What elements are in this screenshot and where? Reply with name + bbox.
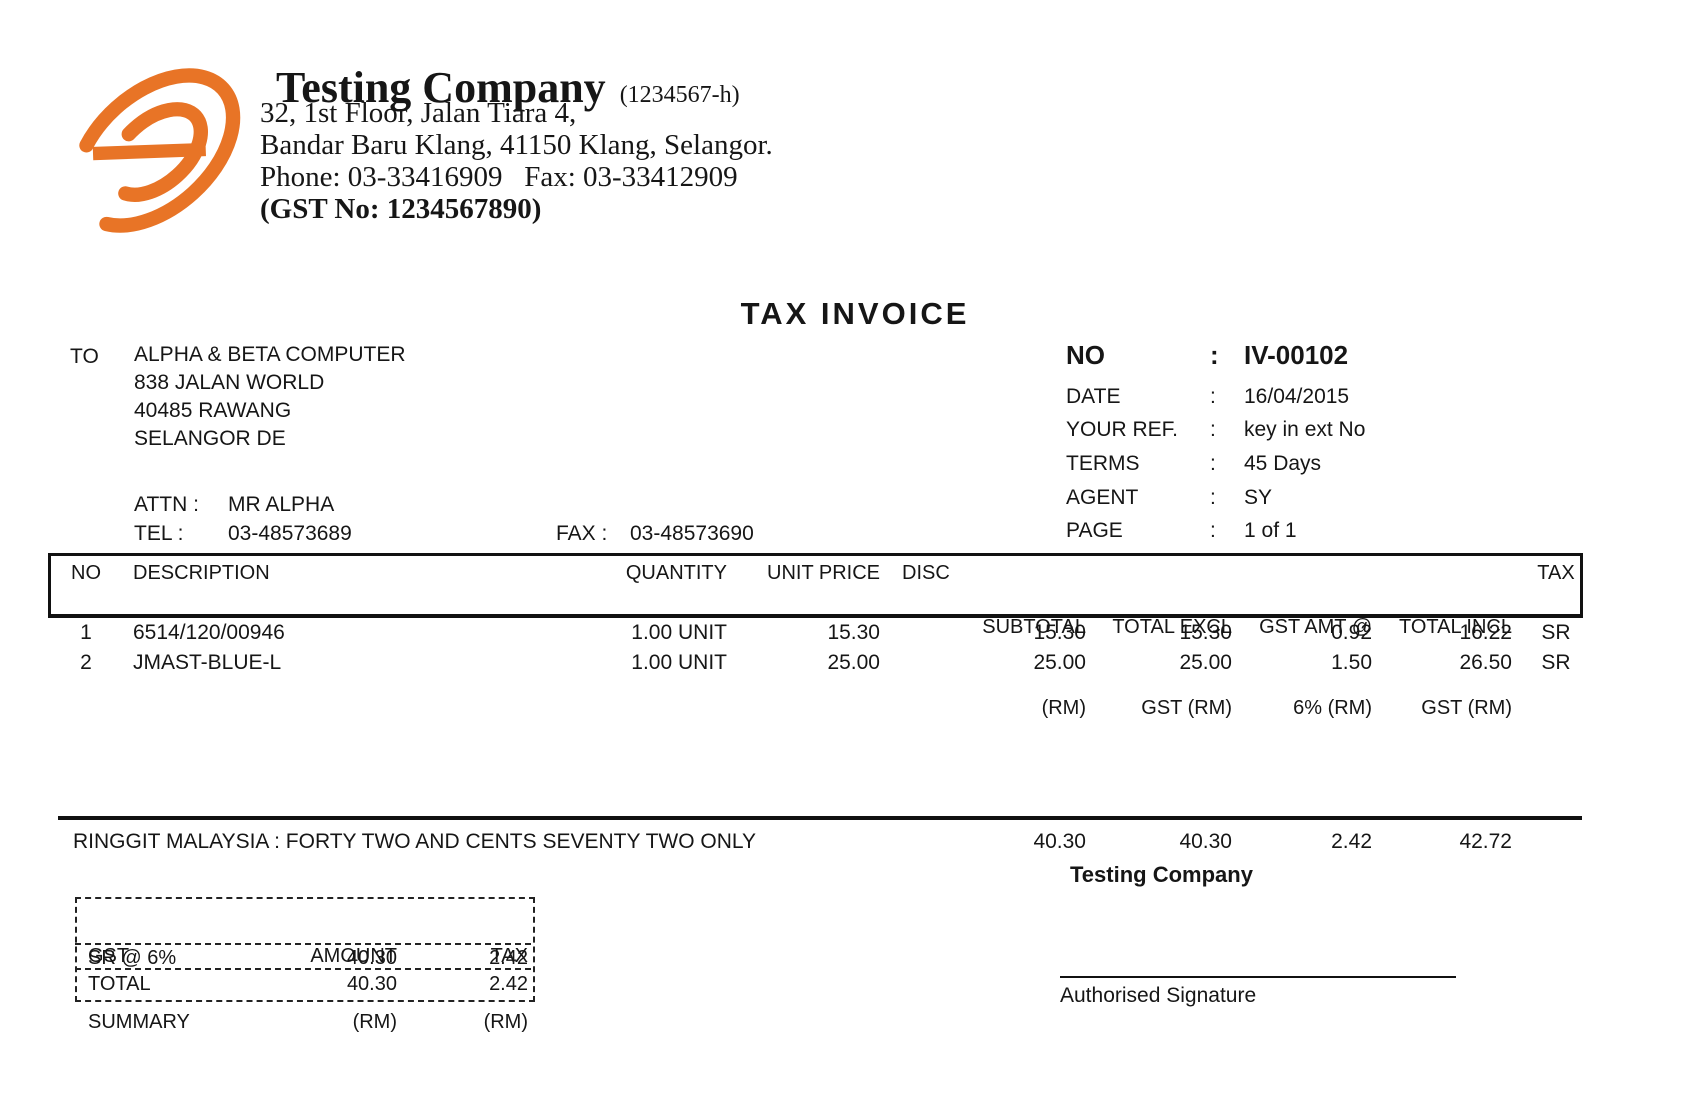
row1-gst-amt: 0.92	[1331, 621, 1372, 644]
page-colon: :	[1210, 519, 1216, 542]
attn-label: ATTN :	[134, 493, 199, 516]
company-gst-number: (GST No: 1234567890)	[260, 193, 542, 225]
agent-value: SY	[1244, 486, 1273, 509]
date-label: DATE	[1066, 385, 1121, 408]
authorised-signature-label: Authorised Signature	[1060, 984, 1257, 1007]
row2-description: JMAST-BLUE-L	[133, 651, 282, 674]
col-header-total-incl-gst: TOTAL INCL GST (RM)	[1399, 616, 1512, 719]
signature-line	[1060, 976, 1456, 978]
amount-in-words: RINGGIT MALAYSIA : FORTY TWO AND CENTS S…	[73, 830, 757, 853]
invoice-no-value: IV-00102	[1244, 340, 1349, 370]
agent-colon: :	[1210, 486, 1216, 509]
col-header-unit-price: UNIT PRICE	[767, 562, 880, 584]
gst-summary-box	[75, 897, 535, 1002]
company-header-line: Testing Company (1234567-h)	[260, 44, 740, 131]
totals-separator-line	[58, 816, 1582, 820]
row1-total-incl: 16.22	[1459, 621, 1512, 644]
gst-summary-separator-1	[75, 943, 531, 945]
company-phone-fax: Phone: 03-33416909 Fax: 03-33412909	[260, 161, 738, 193]
col-header-quantity: QUANTITY	[625, 562, 727, 584]
row2-total-excl: 25.00	[1179, 651, 1232, 674]
your-ref-label: YOUR REF.	[1066, 418, 1179, 441]
customer-address-line3: SELANGOR DE	[134, 427, 286, 450]
row1-no: 1	[80, 621, 92, 644]
agent-label: AGENT	[1066, 486, 1139, 509]
company-address-line2: Bandar Baru Klang, 41150 Klang, Selangor…	[260, 129, 773, 161]
your-ref-colon: :	[1210, 418, 1216, 441]
signature-company-name: Testing Company	[1070, 862, 1253, 887]
date-value: 16/04/2015	[1244, 385, 1350, 408]
to-label: TO	[70, 345, 99, 368]
items-table-header-box	[48, 553, 1583, 618]
gst-summary-header-col2: AMOUNT (RM)	[310, 945, 397, 1033]
company-logo-icon	[68, 68, 241, 233]
company-address-line1: 32, 1st Floor, Jalan Tiara 4,	[260, 97, 577, 129]
customer-address-line1: 838 JALAN WORLD	[134, 371, 325, 394]
row1-unit-price: 15.30	[827, 621, 880, 644]
col-header-no: NO	[71, 562, 101, 584]
col-header-tax: TAX	[1537, 562, 1575, 584]
gst-summary-sr-label: SR @ 6%	[88, 947, 177, 969]
page-value: 1 of 1	[1244, 519, 1297, 542]
company-registration-number: (1234567-h)	[619, 82, 740, 108]
gst-summary-sr-amount: 40.30	[346, 947, 397, 969]
gst-summary-header-col1: GST SUMMARY	[88, 945, 190, 1033]
col-header-disc: DISC	[902, 562, 950, 584]
col-header-total-excl-gst: TOTAL EXCL GST (RM)	[1112, 616, 1232, 719]
gst-summary-total-tax: 2.42	[489, 973, 528, 995]
tel-value: 03-48573689	[228, 522, 352, 545]
fax-label: FAX :	[556, 522, 608, 545]
row1-description: 6514/120/00946	[133, 621, 285, 644]
row2-quantity: 1.00 UNIT	[631, 651, 727, 674]
row2-unit-price: 25.00	[827, 651, 880, 674]
invoice-no-colon: :	[1210, 340, 1219, 370]
terms-label: TERMS	[1066, 452, 1140, 475]
gst-summary-total-amount: 40.30	[346, 973, 397, 995]
row2-tax: SR	[1541, 651, 1571, 674]
customer-name: ALPHA & BETA COMPUTER	[134, 343, 406, 366]
row1-quantity: 1.00 UNIT	[631, 621, 727, 644]
company-name: Testing Company	[276, 63, 606, 112]
row2-gst-amt: 1.50	[1331, 651, 1372, 674]
row2-total-incl: 26.50	[1459, 651, 1512, 674]
terms-colon: :	[1210, 452, 1216, 475]
total-gst-amt: 2.42	[1331, 830, 1372, 853]
row2-subtotal: 25.00	[1033, 651, 1086, 674]
gst-summary-separator-2	[75, 968, 531, 970]
total-excl-gst: 40.30	[1179, 830, 1232, 853]
attn-value: MR ALPHA	[228, 493, 335, 516]
fax-value: 03-48573690	[630, 522, 754, 545]
gst-summary-total-label: TOTAL	[88, 973, 151, 995]
gst-summary-header-col3: TAX (RM)	[483, 945, 528, 1033]
terms-value: 45 Days	[1244, 452, 1322, 475]
page-label: PAGE	[1066, 519, 1123, 542]
customer-address-line2: 40485 RAWANG	[134, 399, 292, 422]
row1-total-excl: 15.30	[1179, 621, 1232, 644]
gst-summary-sr-tax: 2.42	[489, 947, 528, 969]
total-incl-gst: 42.72	[1459, 830, 1512, 853]
document-title: TAX INVOICE	[740, 296, 970, 331]
col-header-description: DESCRIPTION	[133, 562, 270, 584]
date-colon: :	[1210, 385, 1216, 408]
col-header-subtotal: SUBTOTAL (RM)	[982, 616, 1086, 719]
row1-tax: SR	[1541, 621, 1571, 644]
invoice-no-label: NO	[1066, 340, 1105, 370]
row2-no: 2	[80, 651, 92, 674]
your-ref-value: key in ext No	[1244, 418, 1366, 441]
tel-label: TEL :	[134, 522, 184, 545]
total-subtotal: 40.30	[1033, 830, 1086, 853]
col-header-gst-amt: GST AMT @ 6% (RM)	[1259, 616, 1372, 719]
row1-subtotal: 15.30	[1033, 621, 1086, 644]
